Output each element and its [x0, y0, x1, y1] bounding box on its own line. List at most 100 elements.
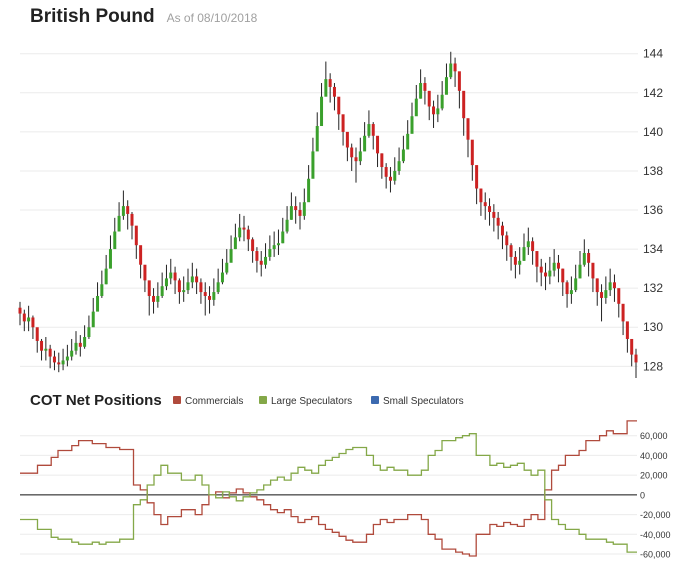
candle-body — [436, 108, 440, 115]
candle-body — [354, 157, 358, 162]
price-candle — [91, 297, 95, 328]
candle-body — [216, 282, 220, 293]
price-candle — [582, 239, 586, 267]
candle-body — [565, 282, 569, 295]
cot-lines — [20, 420, 637, 557]
legend-commercials-label: Commercials — [185, 396, 243, 407]
price-candle — [311, 137, 315, 179]
candle-body — [341, 114, 345, 132]
candle-body — [208, 295, 212, 300]
price-y-tick-label: 134 — [643, 242, 663, 256]
price-candle — [462, 90, 466, 136]
legend-large-speculators-label: Large Speculators — [271, 396, 352, 407]
price-candle — [251, 237, 255, 263]
candle-body — [220, 272, 224, 283]
candle-body — [302, 202, 306, 216]
candle-body — [139, 245, 143, 265]
candle-body — [371, 124, 375, 136]
price-candle — [556, 254, 560, 283]
price-candle — [337, 96, 341, 130]
price-candle — [104, 254, 108, 285]
price-candle — [220, 258, 224, 285]
candle-body — [556, 262, 560, 269]
candle-body — [276, 243, 280, 246]
candle-body — [569, 290, 573, 295]
price-candle — [152, 288, 156, 314]
candle-body — [108, 249, 112, 269]
candle-body — [83, 337, 87, 347]
price-candle — [264, 243, 268, 269]
price-candle — [332, 83, 336, 111]
candle-body — [479, 188, 483, 203]
price-candle — [621, 303, 625, 336]
cot-y-tick-label: -40,000 — [640, 530, 671, 540]
candle-body — [324, 79, 328, 97]
candle-body — [87, 327, 91, 338]
candle-body — [367, 124, 371, 136]
chart-title: British Pound — [30, 6, 155, 27]
candle-body — [289, 206, 293, 220]
price-candle — [367, 110, 371, 138]
legend-commercials[interactable]: Commercials — [173, 396, 243, 407]
price-candle — [18, 301, 22, 326]
price-candle — [552, 249, 556, 277]
price-candle — [96, 282, 100, 312]
candle-body — [315, 126, 319, 152]
price-candle — [406, 120, 410, 150]
large-speculators-line — [20, 433, 637, 553]
candle-body — [78, 342, 82, 347]
price-candle — [591, 262, 595, 293]
legend-large-speculators[interactable]: Large Speculators — [259, 396, 352, 407]
price-candle — [74, 331, 78, 355]
candle-body — [294, 206, 298, 211]
candle-body — [44, 348, 48, 351]
candle-body — [444, 77, 448, 95]
candle-body — [57, 362, 61, 365]
candle-body — [518, 260, 522, 265]
candle-body — [496, 217, 500, 226]
candle-body — [358, 151, 362, 162]
candle-body — [600, 292, 604, 298]
price-candle — [27, 305, 31, 332]
price-candle — [634, 348, 638, 379]
candle-body — [630, 338, 634, 355]
candle-body — [74, 342, 78, 351]
price-candle — [565, 280, 569, 308]
price-candle — [134, 225, 138, 259]
legend-large-speculators-swatch — [259, 396, 267, 404]
price-candle — [182, 276, 186, 302]
price-candle — [449, 51, 453, 80]
price-candle — [212, 278, 216, 306]
candle-body — [177, 280, 181, 293]
candle-body — [225, 262, 229, 273]
candle-body — [61, 360, 65, 365]
candle-body — [152, 295, 156, 302]
price-candle — [289, 192, 293, 220]
candle-body — [625, 321, 629, 339]
candle-body — [147, 280, 151, 296]
price-candle — [479, 188, 483, 216]
price-candle — [341, 114, 345, 146]
price-candle — [268, 235, 272, 261]
candle-body — [410, 116, 414, 134]
price-candle — [246, 225, 250, 252]
price-candle — [630, 338, 634, 367]
price-candle — [186, 268, 190, 295]
candle-body — [401, 149, 405, 162]
price-candle — [625, 321, 629, 353]
price-candle — [139, 245, 143, 279]
price-candle — [397, 147, 401, 175]
price-candle — [100, 270, 104, 298]
price-candle — [393, 157, 397, 185]
candle-body — [505, 235, 509, 246]
candle-body — [212, 292, 216, 300]
legend-small-speculators[interactable]: Small Speculators — [371, 396, 464, 407]
price-candle — [380, 153, 384, 179]
price-candle — [569, 276, 573, 304]
candle-body — [462, 90, 466, 119]
candle-body — [500, 225, 504, 236]
candle-body — [48, 348, 52, 357]
candle-body — [634, 354, 638, 363]
price-candle — [470, 139, 474, 181]
candle-body — [552, 262, 556, 271]
